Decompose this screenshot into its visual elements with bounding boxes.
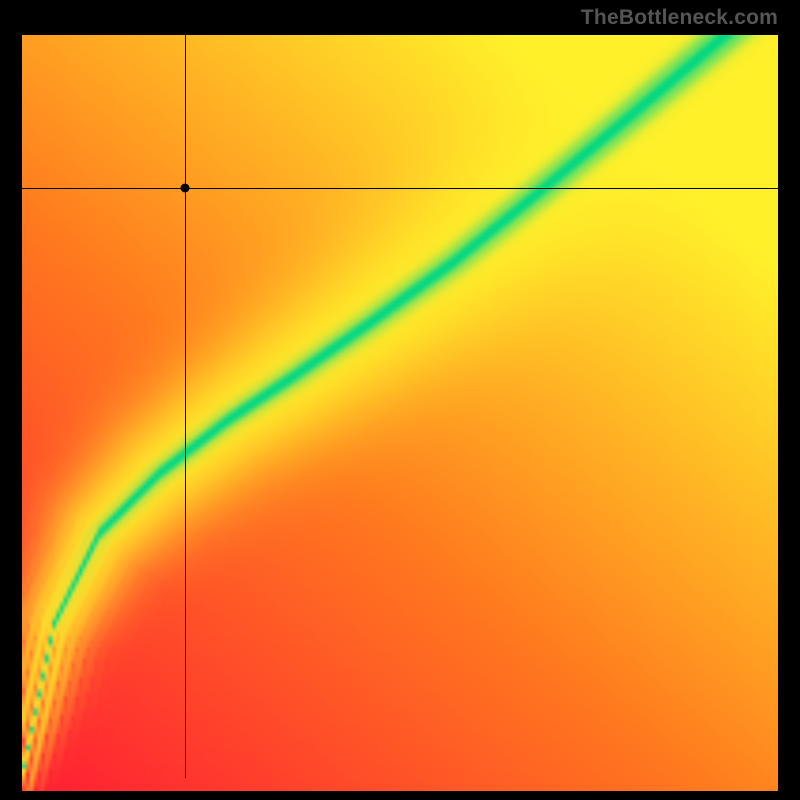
crosshair-horizontal: [22, 188, 778, 189]
crosshair-vertical: [185, 35, 186, 778]
heatmap-plot: [22, 35, 778, 778]
watermark-text: TheBottleneck.com: [581, 6, 778, 30]
heatmap-canvas: [22, 35, 778, 791]
selected-point-marker: [180, 184, 189, 193]
